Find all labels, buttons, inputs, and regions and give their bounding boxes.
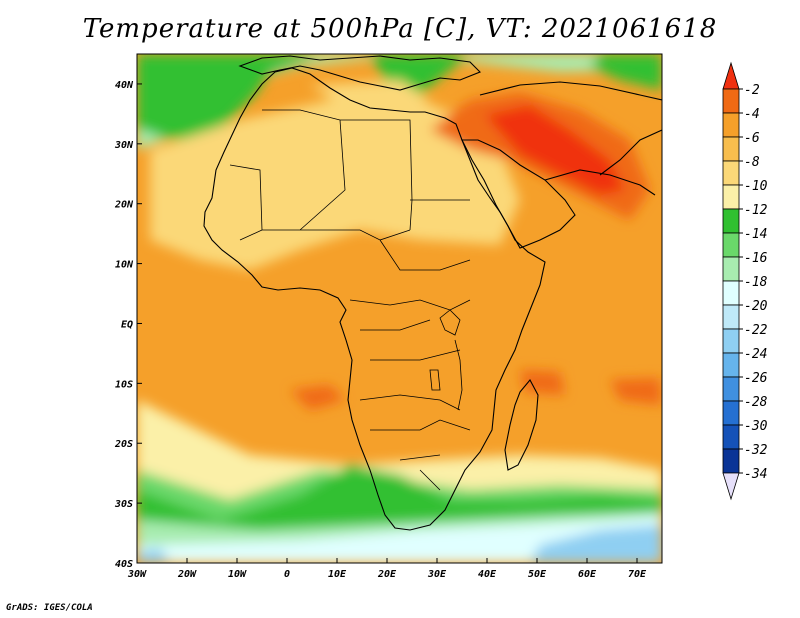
lon-tick-label: 10W	[228, 569, 247, 580]
colorbar-label: -14	[744, 227, 767, 242]
colorbar-swatch	[722, 352, 740, 378]
country-borders	[229, 109, 471, 491]
map-title: Temperature at 500hPa [C], VT: 202106161…	[82, 14, 718, 44]
lon-tick-label: 70E	[628, 569, 647, 580]
colorbar-label: -10	[744, 179, 768, 194]
colorbar-label: -32	[744, 443, 768, 458]
lon-tick-label: 60E	[578, 569, 597, 580]
colorbar-label: -16	[744, 251, 768, 266]
lat-tick-label: 30S	[114, 499, 133, 510]
lon-tick-label: 20E	[377, 569, 397, 580]
lakes	[429, 309, 463, 411]
colorbar-swatch	[722, 376, 740, 402]
lat-tick-label: 20S	[114, 439, 133, 450]
madagascar-coastline	[504, 379, 539, 471]
colorbar-label: -18	[744, 275, 768, 290]
lon-tick-label: 30E	[427, 569, 447, 580]
colorbar-swatch	[722, 184, 740, 210]
grads-credit: GrADS: IGES/COLA	[6, 603, 93, 613]
colorbar-label: -20	[744, 299, 768, 314]
temperature-field	[137, 54, 662, 563]
colorbar-swatch	[722, 448, 740, 474]
colorbar-bottom-arrow	[722, 472, 740, 501]
lon-tick-label: 0	[284, 569, 290, 580]
lon-tick-label: 20W	[177, 569, 197, 580]
lat-tick-label: 40N	[115, 80, 134, 91]
lat-tick-label: 10S	[115, 379, 133, 390]
map-frame	[136, 53, 663, 564]
colorbar-swatch	[722, 280, 740, 306]
colorbar-label: -34	[744, 467, 767, 482]
colorbar-swatch	[722, 232, 740, 258]
asia-coastline	[479, 81, 662, 196]
colorbar-swatch	[722, 424, 740, 450]
colorbar-label: -28	[744, 395, 768, 410]
colorbar-label: -12	[744, 203, 768, 218]
colorbar-label: -2	[744, 83, 760, 98]
lon-tick-label: 30W	[127, 569, 147, 580]
lon-axis: 30W 20W 10W 0 10E 20E 30E 40E 50E 60E 70E	[127, 558, 647, 580]
lat-tick-label: 30N	[114, 140, 134, 151]
lon-tick-label: 10E	[328, 569, 347, 580]
colorbar-label: -8	[744, 155, 760, 170]
colorbar-swatch	[722, 160, 740, 186]
lat-tick-label: 20N	[114, 200, 134, 211]
coastlines	[203, 55, 662, 531]
colorbar-swatch	[722, 328, 740, 354]
lat-tick-label: EQ	[121, 319, 133, 330]
colorbar-label: -26	[744, 371, 768, 386]
field-sahara	[150, 80, 520, 270]
colorbar-swatch	[722, 112, 740, 138]
colorbar-label: -4	[744, 107, 760, 122]
colorbar-label: -30	[744, 419, 768, 434]
colorbar-swatch	[722, 88, 740, 114]
field-middle-east-hottest	[485, 105, 625, 195]
colorbar-swatch	[722, 208, 740, 234]
field-south-cyan	[137, 515, 662, 563]
colorbar: -2 -4 -6 -8 -10 -12 -14 -16 -18 -20 -22 -24 -26 -28 -3…	[722, 61, 768, 501]
arabia-coastline	[461, 139, 576, 249]
colorbar-top-arrow	[722, 61, 740, 90]
field-south-lightblue	[137, 525, 662, 563]
lat-axis: 40N 30N 20N 10N EQ 10S 20S 30S 40S	[114, 80, 142, 570]
lon-tick-label: 50E	[528, 569, 547, 580]
europe-coastline	[238, 55, 481, 91]
colorbar-label: -22	[744, 323, 768, 338]
lat-tick-label: 40S	[115, 559, 133, 570]
borders-lines	[229, 109, 471, 491]
colorbar-label: -24	[744, 347, 767, 362]
colorbar-swatch	[722, 136, 740, 162]
colorbar-swatch	[722, 256, 740, 282]
lon-tick-label: 40E	[478, 569, 497, 580]
colorbar-label: -6	[744, 131, 760, 146]
lat-tick-label: 10N	[115, 260, 134, 271]
africa-coastline	[203, 67, 546, 531]
colorbar-swatch	[722, 304, 740, 330]
colorbar-swatch	[722, 400, 740, 426]
